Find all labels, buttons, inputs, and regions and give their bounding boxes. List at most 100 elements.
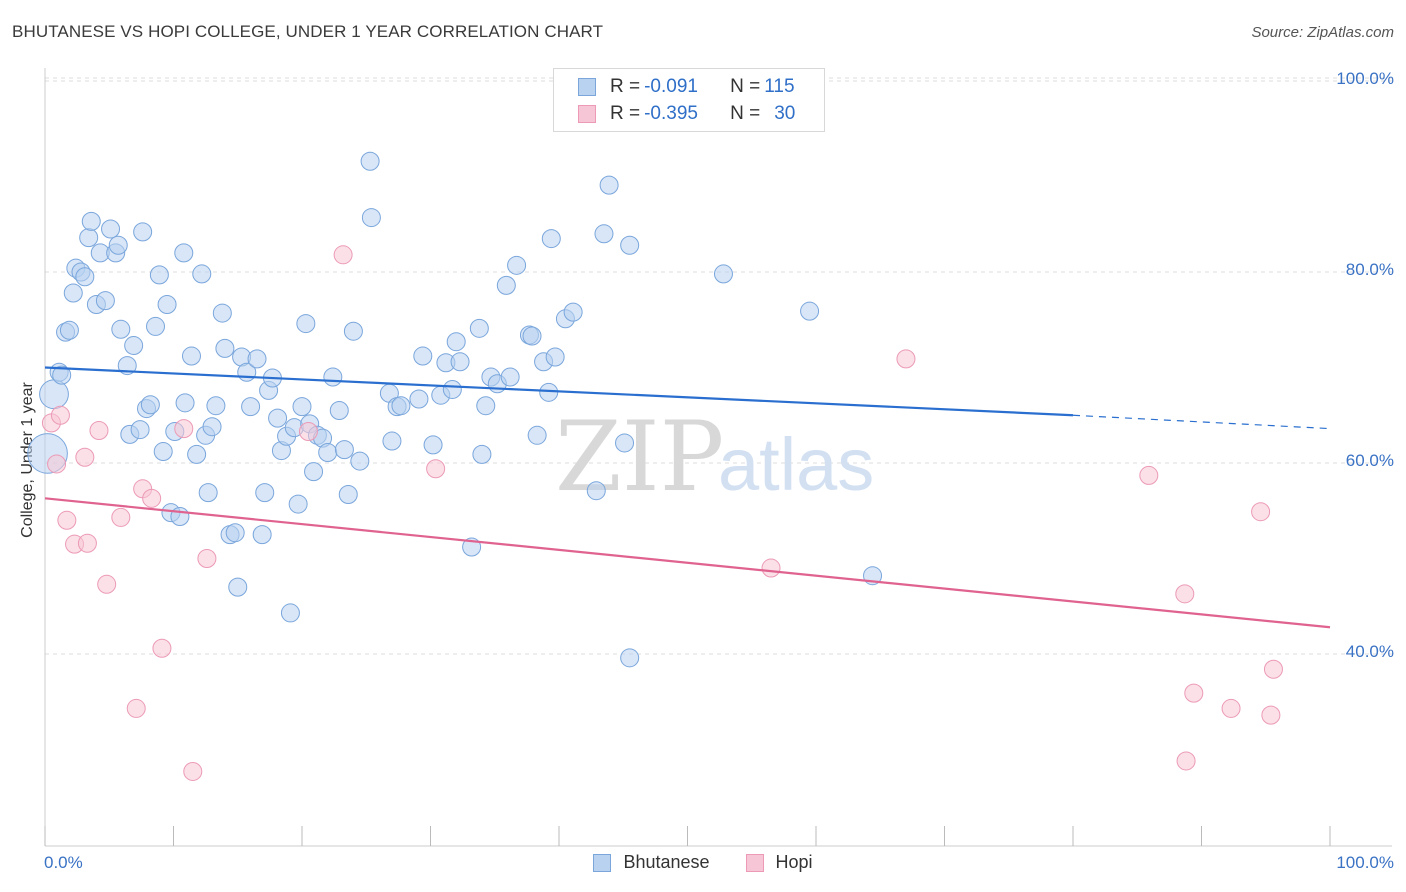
legend-row-bhutanese: R = -0.091 N = 115 [578, 74, 795, 100]
point-hopi [1184, 683, 1204, 703]
legend-item-hopi: Hopi [745, 852, 813, 873]
series-bhutanese [27, 151, 883, 668]
legend-swatch-hopi [745, 853, 764, 872]
point-bhutanese [594, 224, 614, 244]
series-hopi [41, 245, 1283, 781]
point-bhutanese [318, 442, 338, 462]
legend-r-label: R = [610, 103, 641, 124]
point-hopi [333, 245, 353, 265]
trendline-hopi [44, 497, 1331, 629]
point-hopi [183, 761, 203, 781]
legend-label-hopi: Hopi [775, 852, 813, 872]
point-hopi [426, 459, 446, 479]
point-bhutanese [111, 319, 131, 339]
trendline-bhutanese [44, 366, 1074, 417]
point-bhutanese [615, 433, 635, 453]
series-legend: Bhutanese Hopi [0, 852, 1406, 873]
point-bhutanese [496, 275, 516, 295]
point-bhutanese [500, 367, 520, 387]
point-bhutanese [563, 302, 583, 322]
point-bhutanese [620, 235, 640, 255]
point-bhutanese [334, 440, 354, 460]
x-tick-label-min: 0.0% [44, 853, 83, 872]
point-hopi [174, 419, 194, 439]
legend-row-hopi: R = -0.395 N = 30 [578, 101, 795, 127]
legend-r-value: -0.395 [644, 103, 698, 124]
legend-item-bhutanese: Bhutanese [593, 852, 710, 873]
point-bhutanese [350, 451, 370, 471]
point-bhutanese [527, 425, 547, 445]
point-bhutanese [292, 397, 312, 417]
point-bhutanese [338, 485, 358, 505]
point-hopi [1251, 502, 1271, 522]
y-tick-label: 60.0% [1345, 451, 1394, 470]
source-label: Source: ZipAtlas.com [1251, 24, 1394, 41]
point-bhutanese [149, 265, 169, 285]
legend-r-value: -0.091 [644, 76, 698, 97]
point-bhutanese [130, 420, 150, 440]
point-bhutanese [146, 316, 166, 336]
point-hopi [50, 405, 70, 425]
watermark-zip: ZIP [555, 401, 724, 513]
point-bhutanese [174, 243, 194, 263]
point-bhutanese [476, 396, 496, 416]
point-bhutanese [800, 301, 820, 321]
point-hopi [1221, 698, 1241, 718]
point-hopi [57, 510, 77, 530]
point-bhutanese [124, 336, 144, 356]
point-bhutanese [79, 228, 99, 248]
legend-n-value: 115 [764, 76, 795, 97]
point-hopi [142, 488, 162, 508]
point-bhutanese [323, 367, 343, 387]
point-bhutanese [391, 396, 411, 416]
point-hopi [77, 533, 97, 553]
legend-swatch-bhutanese [593, 853, 612, 872]
y-tick-label: 40.0% [1345, 642, 1394, 661]
point-bhutanese [382, 431, 402, 451]
point-bhutanese [247, 349, 267, 369]
point-bhutanese [252, 525, 272, 545]
point-bhutanese [228, 577, 248, 597]
trendlines [44, 366, 1331, 629]
point-bhutanese [225, 523, 245, 543]
point-hopi [126, 698, 146, 718]
point-bhutanese [541, 229, 561, 249]
y-tick-label: 80.0% [1345, 260, 1394, 279]
point-bhutanese [620, 648, 640, 668]
point-bhutanese [133, 222, 153, 242]
y-tick-label: 100.0% [1336, 69, 1394, 88]
point-bhutanese [187, 444, 207, 464]
point-bhutanese [192, 264, 212, 284]
point-bhutanese [75, 267, 95, 287]
point-bhutanese [95, 291, 115, 311]
point-hopi [1263, 659, 1283, 679]
chart-title: BHUTANESE VS HOPI COLLEGE, UNDER 1 YEAR … [12, 22, 604, 41]
point-bhutanese [59, 320, 79, 340]
point-bhutanese [423, 435, 443, 455]
point-hopi [896, 349, 916, 369]
point-bhutanese [255, 483, 275, 503]
point-bhutanese [202, 417, 222, 437]
point-hopi [111, 507, 131, 527]
point-bhutanese [343, 321, 363, 341]
point-bhutanese [108, 235, 128, 255]
legend-n-label: N = [730, 103, 761, 124]
point-hopi [97, 574, 117, 594]
point-bhutanese [206, 396, 226, 416]
point-bhutanese [157, 294, 177, 314]
point-bhutanese [586, 481, 606, 501]
stats-legend: R = -0.091 N = 115 R = -0.395 N = 30 [553, 68, 825, 132]
point-bhutanese [81, 211, 101, 231]
point-bhutanese [545, 347, 565, 367]
point-bhutanese [450, 352, 470, 372]
point-bhutanese [442, 379, 462, 399]
point-bhutanese [241, 397, 261, 417]
point-bhutanese [215, 338, 235, 358]
point-hopi [761, 558, 781, 578]
legend-swatch-bhutanese [578, 78, 596, 96]
point-bhutanese [101, 219, 121, 239]
point-bhutanese [288, 494, 308, 514]
point-hopi [1139, 465, 1159, 485]
point-bhutanese [212, 303, 232, 323]
point-bhutanese [268, 408, 288, 428]
